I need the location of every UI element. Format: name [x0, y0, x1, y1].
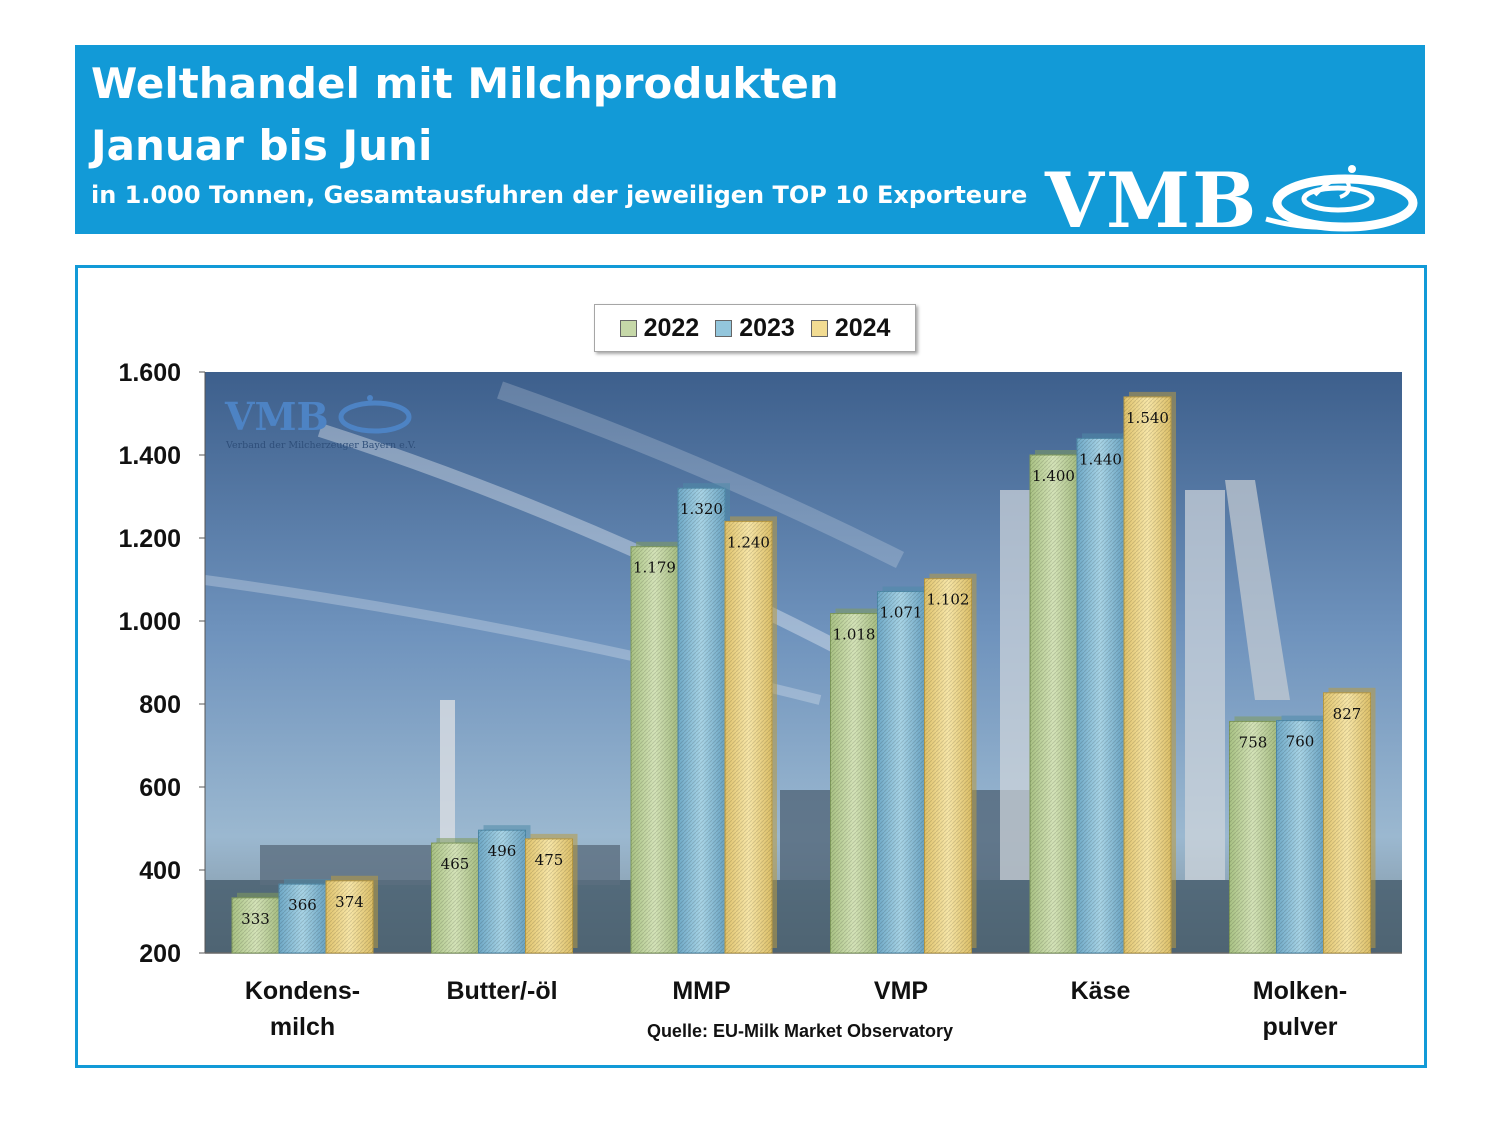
x-category-label: Käse — [1071, 977, 1131, 1005]
legend-item-2023: 2023 — [715, 314, 795, 343]
legend-swatch-2023 — [715, 319, 733, 337]
bar-texture-2022 — [631, 546, 678, 953]
bar-texture-2023 — [678, 488, 725, 953]
bar-texture-2022 — [1229, 721, 1277, 953]
x-axis-labels: Kondens-milch Butter/-öl MMP VMP Käse Molken-… — [245, 977, 1347, 1041]
bar-texture-2024 — [1124, 396, 1171, 953]
bar-texture-2023 — [877, 591, 925, 953]
watermark-tagline: Verband der Milcherzeuger Bayern e.V. — [225, 440, 416, 451]
bar-texture-2023 — [1276, 720, 1324, 953]
x-category-label-line: Kondens- — [245, 977, 360, 1005]
chart-header: Welthandel mit Milchprodukten Januar bis… — [75, 45, 1425, 241]
watermark-logo-text: VMB — [224, 394, 329, 439]
plot-background — [204, 372, 1402, 953]
y-tick-label: 1.000 — [118, 608, 181, 636]
chart-legend: 2022 2023 2024 — [594, 304, 916, 352]
x-category-label-line: Käse — [1071, 977, 1131, 1005]
legend-item-2022: 2022 — [619, 313, 700, 343]
data-label-2022: 1.400 — [1032, 467, 1075, 485]
legend-swatch-2022 — [619, 319, 637, 337]
bar-texture-2024 — [1323, 692, 1371, 953]
vmb-logo: VMB — [1045, 156, 1259, 245]
y-tick-label: 1.400 — [118, 442, 181, 470]
bar-texture-2022 — [1030, 455, 1077, 953]
data-label-2022: 758 — [1239, 733, 1268, 751]
data-label-2023: 496 — [488, 842, 517, 860]
data-label-2023: 366 — [288, 896, 317, 914]
data-label-2023: 1.071 — [880, 604, 923, 622]
y-tick-label: 200 — [139, 940, 181, 968]
legend-label-2022: 2022 — [643, 313, 700, 342]
data-label-2024: 1.240 — [727, 533, 770, 551]
y-tick-label: 800 — [139, 691, 181, 719]
vmb-logo-icon — [1265, 165, 1418, 232]
data-label-2022: 465 — [441, 855, 470, 873]
bar-texture-2024 — [725, 521, 772, 953]
chart-title: Welthandel mit Milchprodukten — [91, 59, 839, 108]
y-axis: 200 400 600 800 1.000 1.200 1.400 1.600 — [118, 359, 206, 968]
x-category-label-line: VMP — [874, 977, 928, 1005]
source-note: Quelle: EU-Milk Market Observatory — [647, 1021, 953, 1041]
data-label-2023: 1.440 — [1079, 450, 1122, 468]
legend-label-2024: 2024 — [834, 313, 891, 342]
x-category-label: Kondens-milch — [245, 977, 360, 1041]
data-label-2022: 333 — [241, 910, 270, 928]
x-category-label: VMP — [874, 977, 928, 1005]
x-category-label-line: Molken- — [1253, 977, 1347, 1005]
legend-label-2023: 2023 — [739, 313, 795, 342]
bar-texture-2023 — [279, 884, 326, 953]
y-tick-label: 400 — [139, 857, 181, 885]
bar-texture-2022 — [830, 613, 878, 953]
data-label-2023: 1.320 — [680, 500, 723, 518]
bar-texture-2024 — [924, 578, 972, 953]
data-label-2024: 374 — [335, 893, 364, 911]
watermark-logo: VMB Verband der Milcherzeuger Bayern e.V… — [224, 394, 416, 451]
bar-texture-2024 — [525, 838, 573, 953]
x-category-label: Molken-pulver — [1253, 977, 1347, 1041]
x-category-label: MMP — [672, 977, 730, 1005]
y-tick-label: 1.200 — [118, 525, 181, 553]
chart-subtitle: in 1.000 Tonnen, Gesamtausfuhren der jew… — [91, 181, 1028, 209]
x-category-label-line: milch — [270, 1013, 335, 1041]
bar-texture-2022 — [431, 843, 479, 953]
y-tick-label: 1.600 — [118, 359, 181, 387]
bar-series — [231, 391, 1376, 954]
data-label-2022: 1.018 — [833, 626, 876, 644]
y-tick-label: 600 — [139, 774, 181, 802]
data-label-2024: 1.540 — [1126, 409, 1169, 427]
bar-texture-2023 — [478, 830, 526, 953]
data-label-2024: 827 — [1333, 705, 1362, 723]
chart-period: Januar bis Juni — [91, 121, 433, 170]
x-category-label-line: MMP — [672, 977, 730, 1005]
legend-item-2024: 2024 — [810, 313, 891, 343]
bar-texture-2024 — [326, 880, 373, 953]
bar-texture-2022 — [232, 897, 279, 953]
data-label-2023: 760 — [1286, 733, 1315, 751]
data-label-2024: 475 — [535, 851, 564, 869]
data-label-2024: 1.102 — [927, 591, 970, 609]
x-category-label-line: pulver — [1262, 1013, 1337, 1041]
bar-texture-2023 — [1077, 438, 1124, 953]
x-category-label-line: Butter/-öl — [446, 977, 557, 1005]
legend-swatch-2024 — [810, 319, 828, 337]
x-category-label: Butter/-öl — [446, 977, 557, 1005]
data-label-2022: 1.179 — [633, 559, 676, 577]
